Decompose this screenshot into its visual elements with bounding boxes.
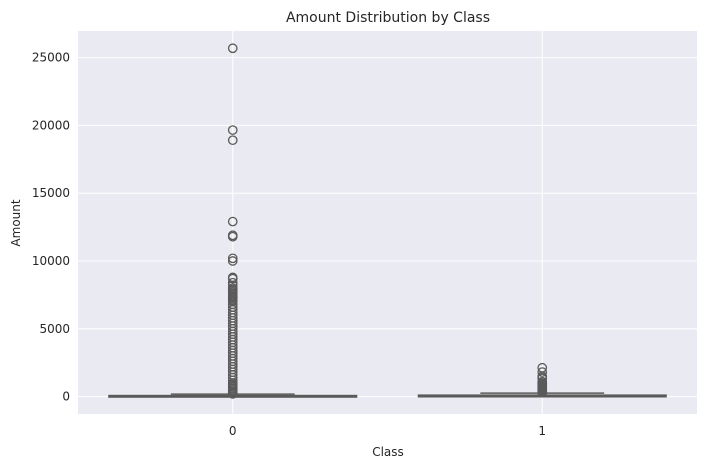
outlier-point (227, 389, 238, 399)
chart-title: Amount Distribution by Class (286, 10, 490, 26)
tick-labels: 0 5000 10000 15000 20000 25000 0 1 (32, 51, 546, 438)
y-tick-label: 10000 (32, 254, 70, 268)
outlier-point (227, 216, 238, 227)
y-tick-label: 15000 (32, 186, 70, 200)
outlier-point (227, 125, 238, 135)
outlier-point (227, 273, 238, 284)
y-axis-label: Amount (9, 199, 23, 246)
outlier-point (227, 231, 238, 242)
y-tick-label: 20000 (32, 118, 70, 132)
y-tick-label: 25000 (32, 51, 70, 65)
grid-lines (78, 31, 697, 414)
y-tick-label: 0 (62, 390, 70, 404)
x-axis-label: Class (372, 445, 404, 459)
plot-background (78, 31, 697, 414)
outlier-point (227, 253, 238, 264)
x-tick-label: 0 (229, 424, 237, 438)
box-group-class-1 (417, 362, 667, 398)
outlier-point (227, 135, 238, 146)
outlier-point (227, 256, 238, 266)
box-group-class-0 (108, 43, 358, 399)
boxes (108, 43, 667, 399)
x-tick-label: 1 (538, 424, 546, 438)
outlier-point (537, 387, 548, 398)
y-tick-label: 5000 (39, 322, 70, 336)
outlier-point (537, 367, 548, 377)
outlier-point (227, 43, 238, 54)
